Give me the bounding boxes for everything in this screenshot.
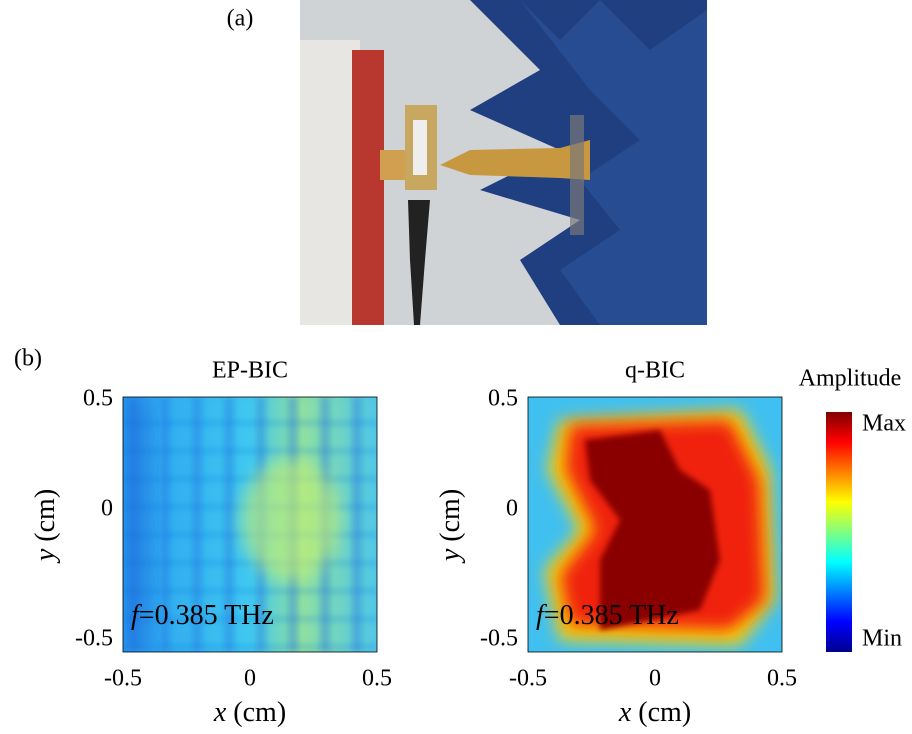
text: (cm) [631, 697, 691, 728]
x-axis-label: x (cm) [618, 697, 691, 728]
page: Figure {"figure": { "label_a": "(a)", "l… [0, 0, 912, 734]
x-tick-label: 0.5 [362, 666, 392, 692]
y-tick-label: -0.5 [75, 626, 113, 652]
x-axis-label: x (cm) [213, 697, 286, 728]
y-axis-label: y (cm) [30, 489, 61, 564]
body: (a) (b) Amplitude Max Min EP-BIC -0.5 0 0.5… [0, 0, 912, 734]
text: (cm) [226, 697, 286, 728]
symbol: x [618, 697, 632, 728]
y-axis-label: y (cm) [435, 489, 466, 564]
y-tick-label: 0 [101, 496, 113, 522]
x-tick-label: -0.5 [104, 666, 142, 692]
symbol: y [30, 548, 61, 564]
colorbar-label: Min [862, 626, 902, 652]
text: =0.385 THz [544, 600, 679, 631]
y-tick-label: 0.5 [488, 386, 518, 412]
symbol: x [213, 697, 227, 728]
annotation: f=0.385 THz [536, 600, 679, 631]
x-tick-label: 0 [244, 666, 256, 692]
x-tick-label: 0 [649, 666, 661, 692]
figure: (a) (b) Amplitude Max Min EP-BIC -0.5 0 0.5… [0, 0, 912, 734]
text: =0.385 THz [139, 600, 274, 631]
y-tick-label: -0.5 [480, 626, 518, 652]
x-tick-label: 0.5 [767, 666, 797, 692]
panel-label: (a) [227, 6, 254, 32]
y-tick-label: 0 [506, 496, 518, 522]
colorbar-title: Amplitude [799, 366, 902, 392]
colorbar-label: Max [862, 411, 906, 437]
colorbar [826, 412, 852, 652]
annotation: f=0.385 THz [131, 600, 274, 631]
symbol: y [435, 548, 466, 564]
y-tick-label: 0.5 [83, 386, 113, 412]
text: (cm) [435, 489, 466, 549]
panel-title: EP-BIC [212, 358, 288, 384]
x-tick-label: -0.5 [509, 666, 547, 692]
panel-title: q-BIC [625, 358, 685, 384]
text: (cm) [30, 489, 61, 549]
panel-label: (b) [14, 346, 42, 372]
photo [300, 0, 707, 325]
